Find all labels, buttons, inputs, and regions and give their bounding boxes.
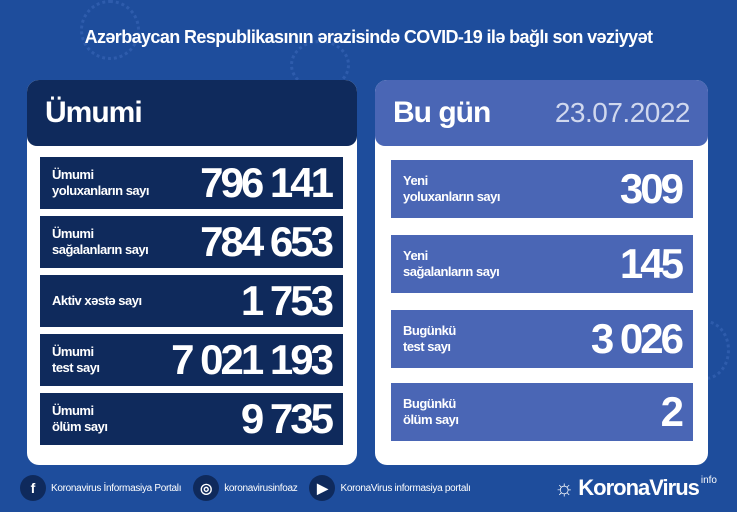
stat-label: Yeni sağalanların sayı [403, 248, 500, 279]
stat-label: Ümumi sağalanların sayı [52, 226, 149, 257]
stat-value: 3 026 [590, 315, 684, 362]
stat-value: 309 [619, 165, 684, 212]
stat-row: Ümumi test sayı 7 021 193 [40, 334, 343, 386]
page-title: Azərbaycan Respublikasının ərazisində CO… [84, 27, 653, 47]
youtube-icon: ▶ [309, 475, 336, 501]
stat-label: Bugünkü test sayı [403, 323, 456, 354]
total-header: Ümumi [27, 80, 357, 146]
stat-label: Ümumi yoluxanların sayı [52, 167, 150, 198]
stat-value: 1 753 [240, 277, 334, 324]
stat-value: 784 653 [200, 218, 334, 265]
stat-row: Yeni yoluxanların sayı 309 [391, 160, 693, 218]
date: 23.07.2022 [554, 97, 691, 128]
stat-value: 7 021 193 [171, 336, 334, 383]
today-panel: Bu gün 23.07.2022 Yeni yoluxanların sayı 30… [375, 80, 708, 465]
stat-row: Ümumi yoluxanların sayı 796 141 [40, 157, 343, 209]
instagram-link[interactable]: ◎ koronavirusinfoaz [193, 475, 298, 501]
today-heading: Bu gün [393, 96, 491, 129]
stat-row: Bugünkü test sayı 3 026 [391, 310, 693, 368]
sun-icon: ☼ [554, 475, 575, 500]
youtube-link[interactable]: ▶ KoronaVirus informasiya portalı [309, 475, 471, 501]
footer: f Koronavirus İnformasiya Portalı ◎ korona… [20, 470, 717, 506]
total-panel: Ümumi Ümumi yoluxanların sayı 796 141 Ümum… [27, 80, 357, 465]
stat-value: 9 735 [240, 395, 334, 442]
stat-row: Ümumi ölüm sayı 9 735 [40, 393, 343, 445]
stat-label: Ümumi test sayı [52, 344, 100, 375]
stat-label: Bugünkü ölüm sayı [403, 396, 459, 427]
facebook-link[interactable]: f Koronavirus İnformasiya Portalı [20, 475, 182, 501]
stat-row: Aktiv xəstə sayı 1 753 [40, 275, 343, 327]
koronavirus-logo: ☼ KoronaVirus info [554, 475, 717, 500]
stat-row: Bugünkü ölüm sayı 2 [391, 383, 693, 441]
stat-value: 145 [619, 240, 684, 287]
facebook-icon: f [20, 475, 46, 501]
stat-label: Ümumi ölüm sayı [52, 403, 108, 434]
stat-label: Yeni yoluxanların sayı [403, 173, 501, 204]
virus-decoration [80, 0, 140, 60]
total-heading: Ümumi [45, 96, 143, 129]
stat-label: Aktiv xəstə sayı [52, 293, 142, 308]
stat-row: Yeni sağalanların sayı 145 [391, 235, 693, 293]
today-header: Bu gün 23.07.2022 [375, 80, 708, 146]
stat-value: 2 [660, 388, 684, 435]
instagram-icon: ◎ [193, 475, 220, 501]
stat-row: Ümumi sağalanların sayı 784 653 [40, 216, 343, 268]
stat-value: 796 141 [200, 159, 334, 206]
